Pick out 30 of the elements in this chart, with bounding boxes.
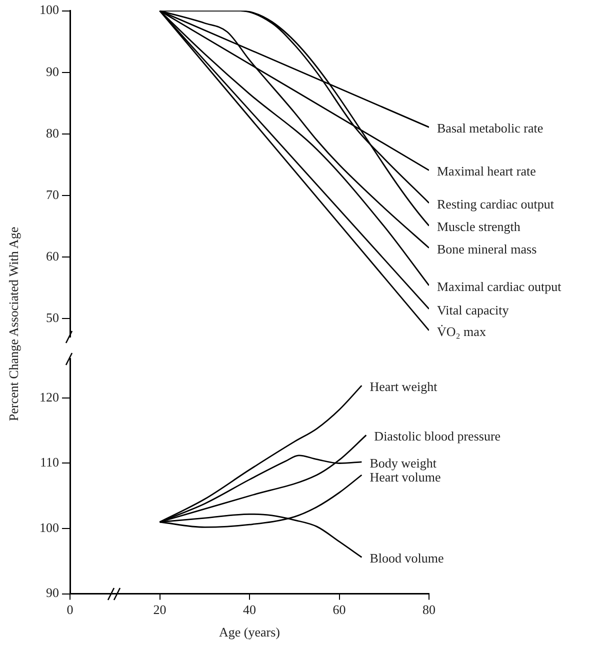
y-axis-title: Percent Change Associated With Age [6, 226, 22, 421]
y-tick-label: 100 [40, 2, 59, 18]
series-label: Blood volume [370, 550, 444, 566]
series-label: Maximal heart rate [437, 164, 536, 179]
series-label: Maximal cardiac output [437, 278, 562, 294]
y-tick-label: 100 [40, 520, 59, 535]
x-axis-title: Age (years) [219, 624, 280, 640]
y-tick-label: 90 [46, 585, 59, 600]
y-tick-label: 90 [46, 64, 59, 79]
series-label: Body weight [370, 455, 437, 470]
y-tick-label: 70 [46, 186, 59, 202]
series-label: Muscle strength [437, 219, 521, 234]
series-label: Vital capacity [437, 302, 510, 318]
y-tick-label: 50 [46, 310, 59, 326]
x-tick-label: 40 [243, 602, 256, 618]
series-label: Basal metabolic rate [437, 120, 544, 136]
series-label: V̇O₂ max [437, 324, 486, 339]
x-tick-label: 0 [66, 602, 74, 618]
series-label: Diastolic blood pressure [374, 428, 501, 444]
x-tick-label: 20 [153, 602, 166, 618]
y-tick-label: 120 [40, 389, 59, 404]
series-label: Heart volume [370, 469, 442, 484]
series-label: Resting cardiac output [437, 196, 554, 212]
y-tick-label: 60 [46, 248, 59, 264]
y-tick-label: 110 [40, 454, 59, 470]
y-tick-label: 80 [46, 125, 59, 140]
x-tick-label: 80 [422, 602, 436, 618]
series-label: Bone mineral mass [437, 241, 537, 256]
x-tick-label: 60 [332, 602, 346, 618]
series-label: Heart weight [370, 378, 438, 394]
